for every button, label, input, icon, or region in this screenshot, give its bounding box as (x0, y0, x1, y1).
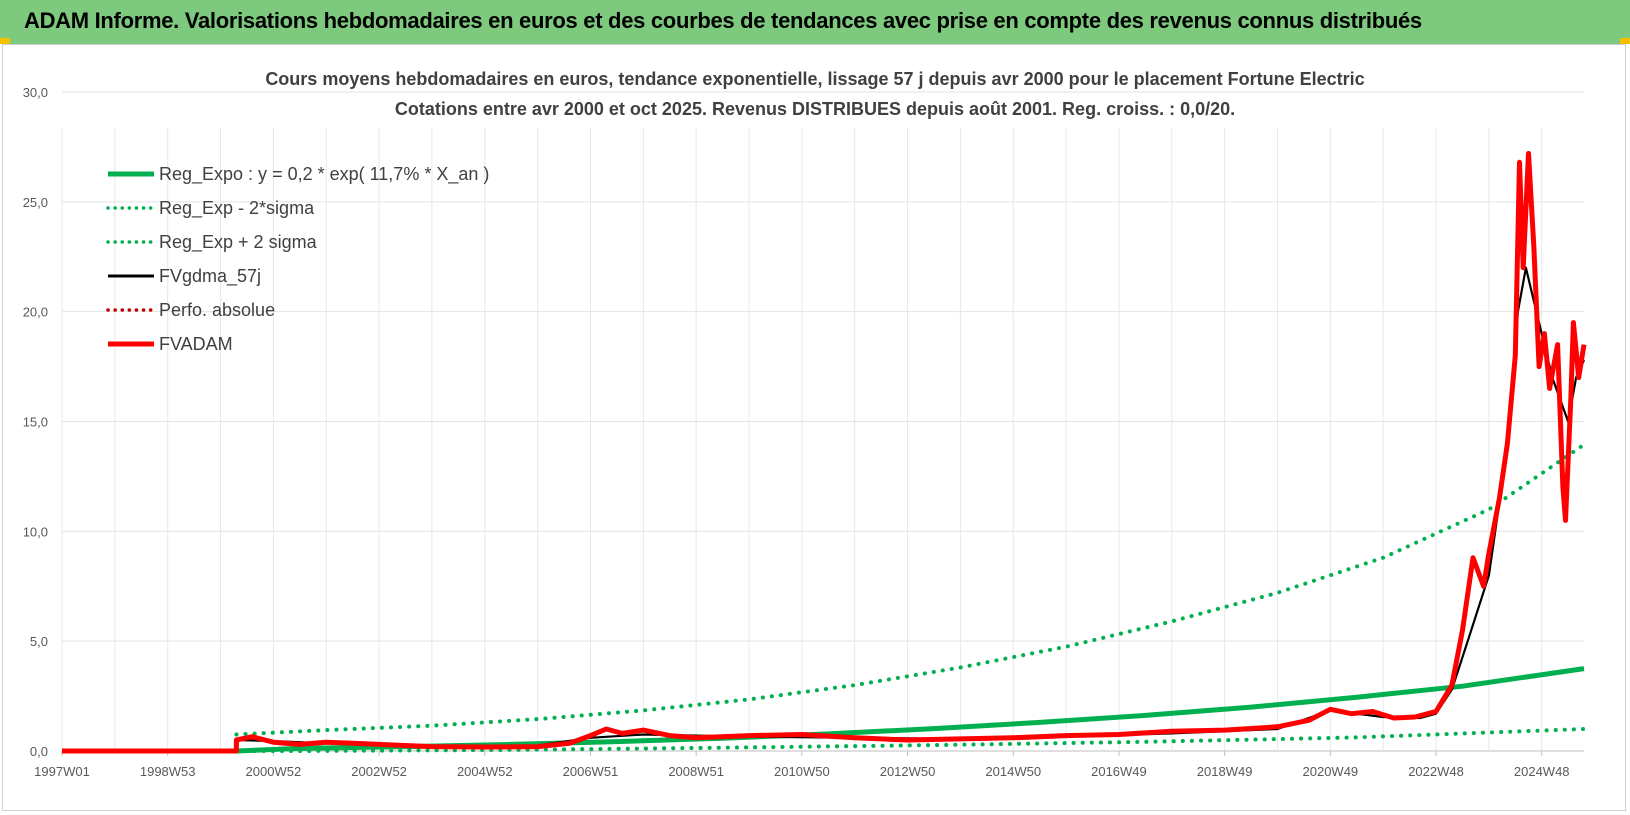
corner-accent-left (0, 38, 10, 44)
legend-label-5: FVADAM (159, 334, 233, 354)
legend-label-4: Perfo. absolue (159, 300, 275, 320)
banner-title: ADAM Informe. Valorisations hebdomadaire… (24, 8, 1422, 33)
x-tick-label: 2004W52 (457, 764, 513, 779)
x-tick-label: 2008W51 (668, 764, 724, 779)
x-tick-label: 2018W49 (1197, 764, 1253, 779)
chart-subtitle: Cotations entre avr 2000 et oct 2025. Re… (394, 99, 1236, 119)
corner-accent-right (1620, 38, 1630, 44)
x-tick-label: 2012W50 (880, 764, 936, 779)
x-tick-label: 2000W52 (246, 764, 302, 779)
y-tick-label: 10,0 (23, 524, 48, 539)
y-tick-label: 25,0 (23, 195, 48, 210)
legend-label-3: FVgdma_57j (159, 266, 261, 287)
y-tick-label: 30,0 (23, 85, 48, 100)
series-line-5 (62, 151, 1587, 754)
y-tick-label: 5,0 (30, 634, 48, 649)
series-line-1 (234, 727, 1586, 753)
series-line-3 (236, 266, 1586, 748)
legend-label-0: Reg_Expo : y = 0,2 * exp( 11,7% * X_an ) (159, 164, 489, 185)
x-tick-label: 2024W48 (1514, 764, 1570, 779)
x-tick-label: 2020W49 (1303, 764, 1359, 779)
legend-label-1: Reg_Exp - 2*sigma (159, 198, 315, 219)
x-tick-label: 2014W50 (985, 764, 1041, 779)
header-banner: ADAM Informe. Valorisations hebdomadaire… (0, 0, 1630, 44)
x-tick-label: 1998W53 (140, 764, 196, 779)
series-line-2 (234, 442, 1586, 737)
legend-label-2: Reg_Exp + 2 sigma (159, 232, 318, 253)
x-tick-label: 2022W48 (1408, 764, 1464, 779)
chart-frame (2, 44, 1626, 811)
y-tick-label: 15,0 (23, 415, 48, 430)
chart-title: Cours moyens hebdomadaires en euros, ten… (265, 69, 1365, 89)
x-tick-label: 2010W50 (774, 764, 830, 779)
x-tick-label: 2016W49 (1091, 764, 1147, 779)
y-tick-label: 20,0 (23, 305, 48, 320)
x-tick-label: 2006W51 (563, 764, 619, 779)
x-tick-label: 2002W52 (351, 764, 407, 779)
x-tick-label: 1997W01 (34, 764, 90, 779)
y-tick-label: 0,0 (30, 744, 48, 759)
